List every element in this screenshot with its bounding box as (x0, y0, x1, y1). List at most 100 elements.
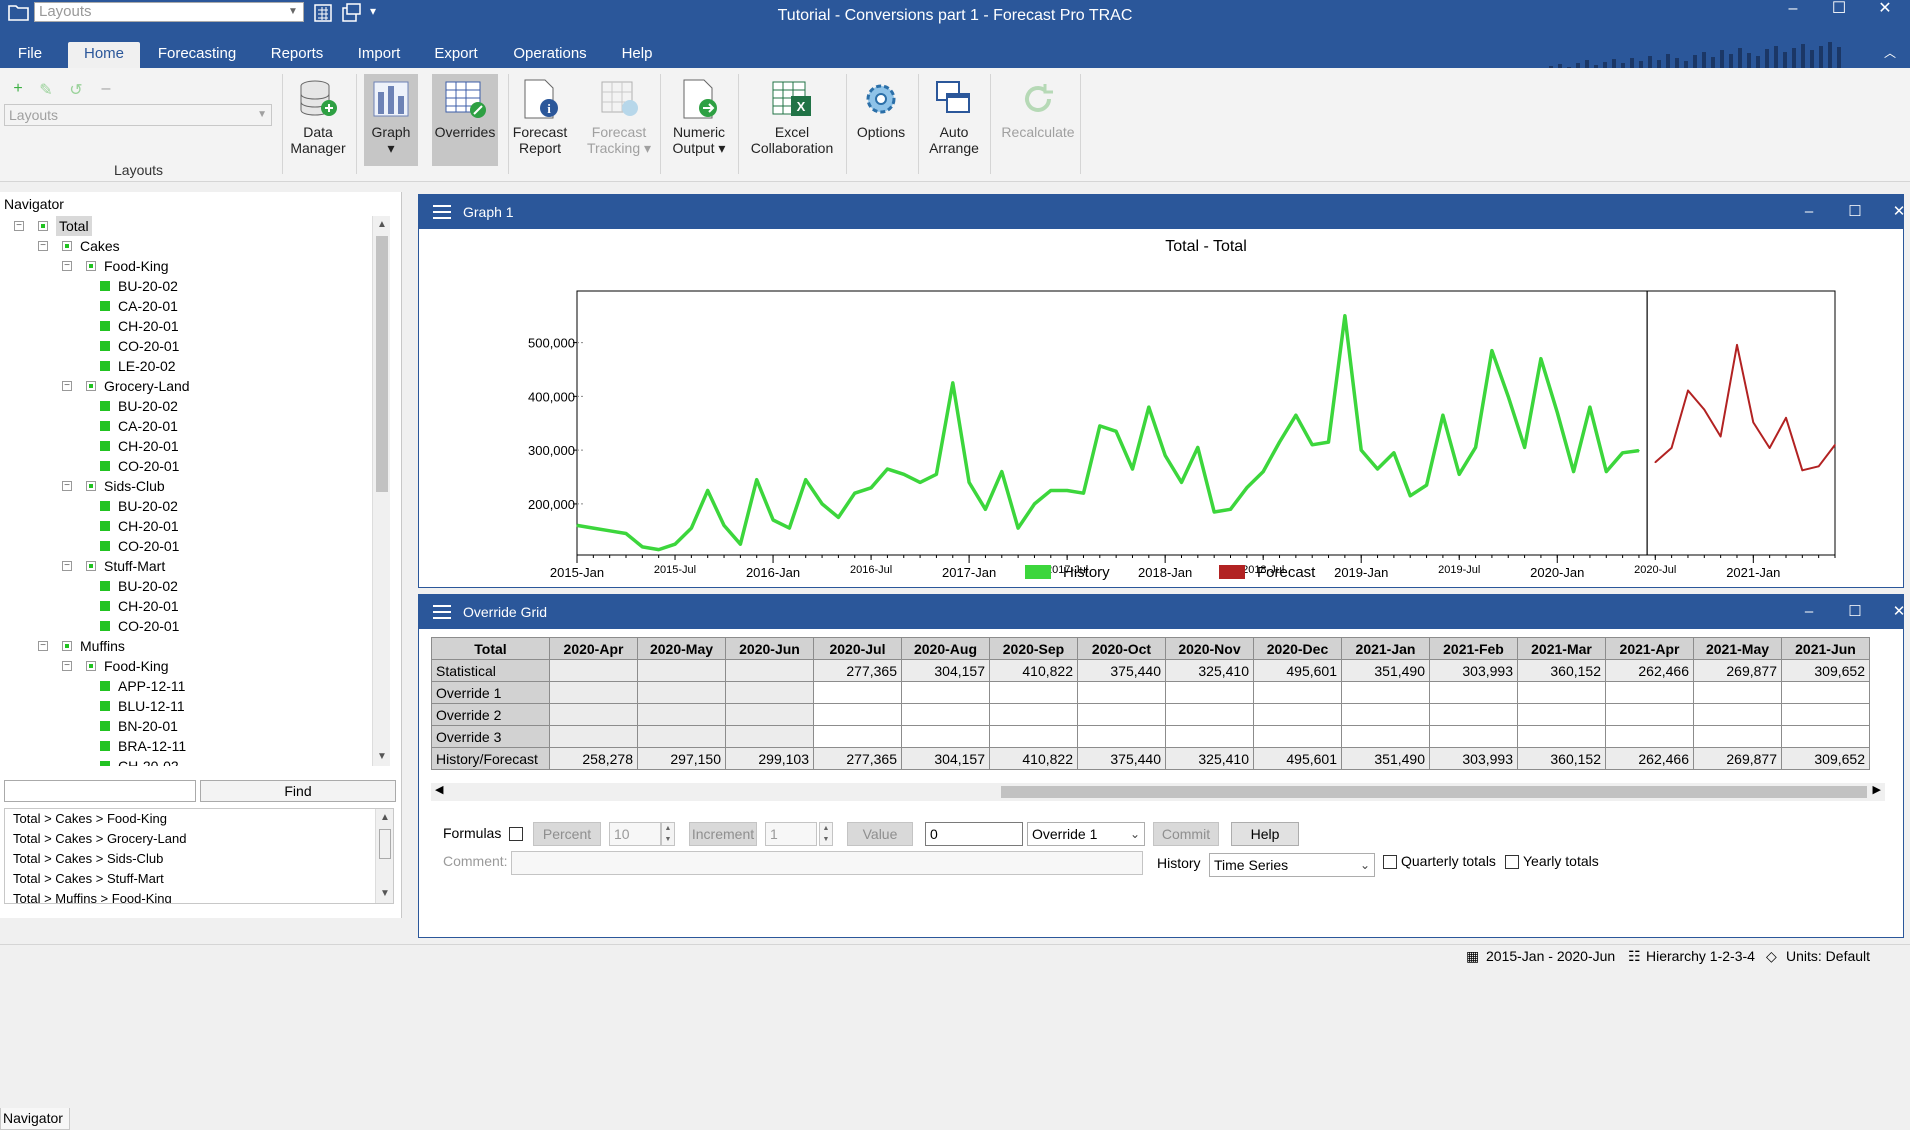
scroll-thumb[interactable] (376, 236, 388, 492)
history-select[interactable]: Time Series ⌄ (1209, 853, 1375, 877)
grid-cell[interactable] (1781, 725, 1870, 748)
scroll-up-icon[interactable]: ▲ (377, 219, 387, 230)
forecast-tracking-button[interactable]: Forecast Tracking ▾ (578, 74, 660, 166)
scroll-thumb[interactable] (379, 829, 391, 859)
grid-cell[interactable] (1077, 681, 1166, 704)
tab-import[interactable]: Import (357, 45, 401, 62)
column-header[interactable]: 2020-Jul (813, 637, 902, 660)
close-icon[interactable]: ✕ (1892, 203, 1906, 220)
tree-node[interactable]: CO-20-01 (4, 336, 364, 356)
list-item[interactable]: Total > Cakes > Sids-Club (13, 851, 164, 866)
excel-collaboration-button[interactable]: X Excel Collaboration (742, 74, 842, 166)
grid-cell[interactable] (1605, 703, 1694, 726)
column-header[interactable]: 2021-Feb (1429, 637, 1518, 660)
grid-cell[interactable] (1605, 725, 1694, 748)
percent-button[interactable]: Percent (533, 822, 601, 846)
grid-cell[interactable] (989, 703, 1078, 726)
tree-node[interactable]: − Muffins (4, 636, 364, 656)
tree-node[interactable]: BN-20-01 (4, 716, 364, 736)
percent-input[interactable]: 10 (609, 822, 661, 846)
grid-cell[interactable] (1253, 681, 1342, 704)
tree-node[interactable]: − Grocery-Land (4, 376, 364, 396)
collapse-node-icon[interactable]: − (62, 261, 72, 271)
grid-cell[interactable] (1693, 681, 1782, 704)
calculator-icon[interactable] (312, 2, 334, 24)
maximize-icon[interactable]: ☐ (1848, 603, 1862, 620)
grid-cell[interactable] (989, 725, 1078, 748)
tree-node[interactable]: CH-20-01 (4, 436, 364, 456)
layouts-combo[interactable]: Layouts ▼ (4, 104, 272, 126)
grid-cell[interactable] (1341, 703, 1430, 726)
collapse-node-icon[interactable]: − (62, 381, 72, 391)
grid-cell[interactable] (1517, 725, 1606, 748)
close-icon[interactable]: ✕ (1892, 603, 1906, 620)
yearly-totals-checkbox[interactable] (1505, 855, 1519, 869)
minimize-icon[interactable]: – (1804, 603, 1814, 620)
increment-stepper[interactable]: ▲ ▼ (819, 822, 833, 846)
tab-help[interactable]: Help (621, 45, 653, 62)
grid-cell[interactable] (1429, 681, 1518, 704)
auto-arrange-button[interactable]: Auto Arrange (922, 74, 986, 166)
grid-cell[interactable] (1165, 703, 1254, 726)
grid-cell[interactable] (1693, 703, 1782, 726)
tree-node[interactable]: − Sids-Club (4, 476, 364, 496)
tab-home[interactable]: Home (68, 42, 140, 68)
menu-icon[interactable] (433, 605, 451, 619)
grid-cell[interactable] (901, 681, 990, 704)
tab-operations[interactable]: Operations (513, 45, 587, 62)
grid-cell[interactable] (1077, 725, 1166, 748)
grid-cell[interactable] (1165, 681, 1254, 704)
list-item[interactable]: Total > Cakes > Food-King (13, 811, 167, 826)
tree-node[interactable]: BU-20-02 (4, 576, 364, 596)
column-header[interactable]: 2020-May (637, 637, 726, 660)
maximize-icon[interactable]: ☐ (1848, 203, 1862, 220)
quarterly-totals-checkbox[interactable] (1383, 855, 1397, 869)
units-status[interactable]: Units: Default (1786, 948, 1871, 964)
list-item[interactable]: Total > Cakes > Grocery-Land (13, 831, 187, 846)
menu-icon[interactable] (433, 205, 451, 219)
help-button[interactable]: Help (1231, 822, 1299, 846)
tree-node[interactable]: BLU-12-11 (4, 696, 364, 716)
recalculate-button[interactable]: Recalculate (994, 74, 1082, 166)
tree-node[interactable]: CH-20-01 (4, 516, 364, 536)
window-layout-icon[interactable] (340, 2, 362, 24)
numeric-output-button[interactable]: Numeric Output ▾ (666, 74, 732, 166)
column-header[interactable]: 2021-Jan (1341, 637, 1430, 660)
grid-cell[interactable] (901, 703, 990, 726)
tree-scrollbar[interactable]: ▲ ▼ (372, 216, 390, 766)
grid-cell[interactable] (989, 681, 1078, 704)
tree-node[interactable]: − Total (4, 216, 364, 236)
grid-cell[interactable] (1341, 725, 1430, 748)
grid-cell[interactable] (1165, 725, 1254, 748)
data-manager-button[interactable]: Data Manager (288, 74, 348, 166)
column-header[interactable]: 2020-Oct (1077, 637, 1166, 660)
collapse-node-icon[interactable]: − (62, 661, 72, 671)
tree-node[interactable]: CH-20-01 (4, 596, 364, 616)
collapse-node-icon[interactable]: − (38, 241, 48, 251)
tree-node[interactable]: CO-20-01 (4, 536, 364, 556)
scroll-down-icon[interactable]: ▼ (380, 888, 390, 899)
tree-node[interactable]: LE-20-02 (4, 356, 364, 376)
collapse-node-icon[interactable]: − (62, 481, 72, 491)
grid-cell[interactable] (1429, 703, 1518, 726)
grid-cell[interactable] (1781, 681, 1870, 704)
add-layout-icon[interactable]: + (13, 80, 23, 97)
collapse-node-icon[interactable]: − (38, 641, 48, 651)
grid-cell[interactable] (1429, 725, 1518, 748)
edit-layout-icon[interactable]: ✎ (39, 82, 53, 99)
tree-node[interactable]: CO-20-01 (4, 456, 364, 476)
grid-cell[interactable] (1517, 703, 1606, 726)
tree-node[interactable]: APP-12-11 (4, 676, 364, 696)
navigator-tab[interactable]: Navigator (0, 1108, 70, 1130)
comment-input[interactable] (511, 851, 1143, 875)
list-item[interactable]: Total > Cakes > Stuff-Mart (13, 871, 164, 886)
path-list-scrollbar[interactable]: ▲ ▼ (375, 809, 393, 903)
maximize-icon[interactable]: ☐ (1831, 0, 1847, 17)
tree-node[interactable]: CH-20-02 (4, 756, 364, 766)
value-button[interactable]: Value (847, 822, 913, 846)
tree-node[interactable]: − Food-King (4, 656, 364, 676)
override-select[interactable]: Override 1 ⌄ (1027, 822, 1145, 846)
column-header[interactable]: 2020-Nov (1165, 637, 1254, 660)
find-button[interactable]: Find (200, 780, 396, 802)
percent-stepper[interactable]: ▲ ▼ (661, 822, 675, 846)
